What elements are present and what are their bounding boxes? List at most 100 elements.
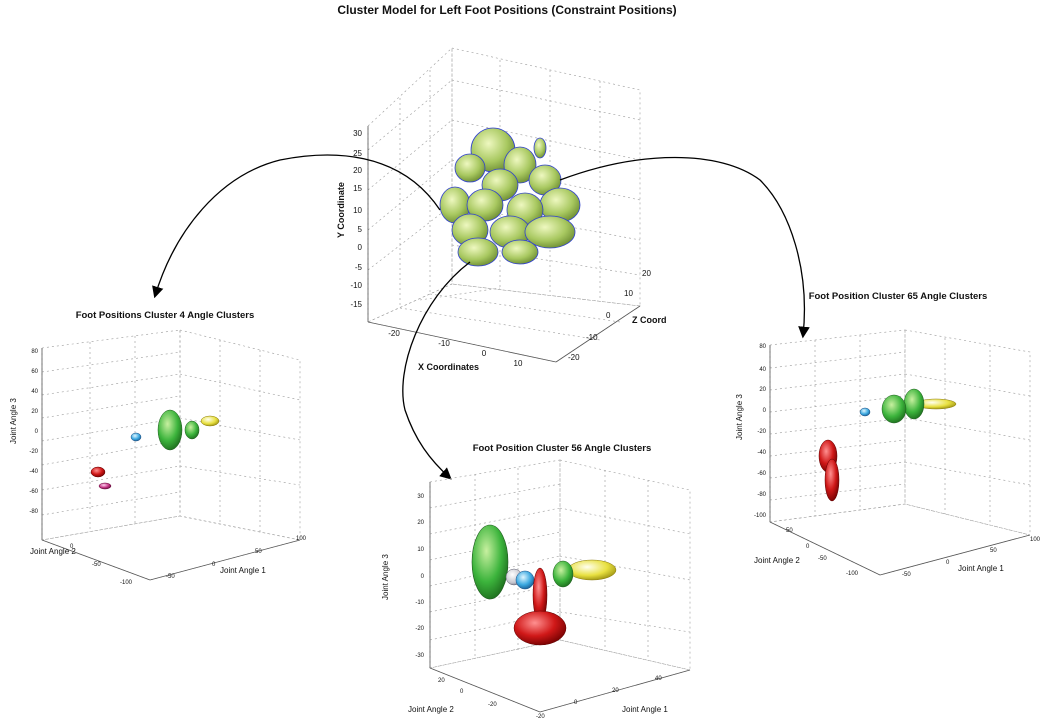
- left-plot: Foot Positions Cluster 4 Angle Clusters: [9, 310, 307, 586]
- center-ztick-0: 0: [606, 311, 611, 320]
- right-ztick-neg80: -80: [757, 492, 766, 498]
- right-ytick-neg50: -50: [818, 556, 827, 562]
- bottom-plot: Foot Position Cluster 56 Angle Clusters: [381, 443, 691, 720]
- right-plot: Foot Position Cluster 65 Angle Clusters: [735, 291, 1041, 578]
- right-ztick-neg40: -40: [757, 450, 766, 456]
- bottom-ytick-20: 20: [438, 678, 445, 684]
- right-xtick-100: 100: [1030, 537, 1041, 543]
- right-x-ticks: 100 50 0 -50: [902, 537, 1041, 578]
- center-ztick-20: 20: [642, 269, 651, 278]
- bottom-y-ticks: 20 0 -20: [438, 678, 497, 708]
- left-plot-title: Foot Positions Cluster 4 Angle Clusters: [76, 310, 255, 321]
- right-ztick-neg100: -100: [754, 513, 767, 519]
- left-xtick-neg50: -50: [166, 574, 175, 580]
- left-ellipsoids: [90, 409, 220, 490]
- bottom-ztick-neg10: -10: [415, 600, 424, 606]
- bottom-plot-title: Foot Position Cluster 56 Angle Clusters: [473, 443, 652, 454]
- left-ztick-80: 80: [31, 349, 38, 355]
- left-z-ticks: 80 60 40 20 0 -20 -40 -60 -80: [29, 349, 38, 515]
- center-xtick-10: 10: [514, 359, 523, 368]
- left-zlabel: Joint Angle 3: [9, 398, 18, 444]
- left-ztick-neg40: -40: [29, 469, 38, 475]
- bottom-xlabel: Joint Angle 1: [622, 705, 668, 714]
- bottom-ylabel: Joint Angle 2: [408, 705, 454, 714]
- left-xtick-50: 50: [255, 549, 262, 555]
- center-ellipsoids: [439, 127, 581, 267]
- right-ztick-40: 40: [759, 367, 766, 373]
- right-xtick-0: 0: [946, 560, 950, 566]
- bottom-z-ticks: 30 20 10 0 -10 -20 -30: [415, 494, 424, 659]
- bottom-ztick-neg30: -30: [415, 653, 424, 659]
- bottom-xtick-neg20: -20: [536, 714, 545, 720]
- arrow-to-left-plot: [152, 154, 441, 299]
- right-ylabel: Joint Angle 2: [754, 556, 800, 565]
- center-xtick-0: 0: [482, 349, 487, 358]
- left-ztick-40: 40: [31, 389, 38, 395]
- left-xlabel: Joint Angle 1: [220, 566, 266, 575]
- center-xlabel: X Coordinates: [418, 362, 479, 372]
- center-ytick-10: 10: [353, 206, 362, 215]
- bottom-xtick-0: 0: [574, 700, 578, 706]
- center-ylabel: Y Coordinate: [336, 182, 346, 238]
- right-y-ticks: 50 0 -50 -100: [786, 528, 859, 577]
- bottom-zlabel: Joint Angle 3: [381, 554, 390, 600]
- left-ztick-neg60: -60: [29, 489, 38, 495]
- left-ztick-0: 0: [35, 429, 39, 435]
- center-ztick-neg10: -10: [586, 333, 598, 342]
- left-xtick-100: 100: [296, 536, 307, 542]
- center-ytick-15: 15: [353, 184, 362, 193]
- left-ztick-60: 60: [31, 369, 38, 375]
- bottom-ztick-20: 20: [417, 520, 424, 526]
- center-xtick-neg20: -20: [388, 329, 400, 338]
- center-ytick-neg10: -10: [350, 281, 362, 290]
- bottom-xtick-40: 40: [655, 676, 662, 682]
- right-plot-grid: [768, 329, 1031, 576]
- bottom-ztick-10: 10: [417, 547, 424, 553]
- left-ztick-neg20: -20: [29, 449, 38, 455]
- right-ytick-50: 50: [786, 528, 793, 534]
- center-ytick-5: 5: [358, 225, 363, 234]
- right-xlabel: Joint Angle 1: [958, 564, 1004, 573]
- right-ztick-20: 20: [759, 387, 766, 393]
- left-y-ticks: 0 -50 -100: [70, 544, 133, 586]
- center-ytick-neg15: -15: [350, 300, 362, 309]
- arrow-to-right-plot: [559, 156, 810, 339]
- center-plot: Y Coordinate X Coordinates Z Coord 30 25…: [336, 47, 667, 372]
- center-ytick-0: 0: [358, 243, 363, 252]
- right-ellipsoids: [818, 388, 957, 502]
- left-ztick-20: 20: [31, 409, 38, 415]
- bottom-xtick-20: 20: [612, 688, 619, 694]
- center-y-ticks: 30 25 20 15 10 5 0 -5 -10 -15: [350, 129, 362, 309]
- bottom-ztick-neg20: -20: [415, 626, 424, 632]
- bottom-ellipsoids: [471, 524, 617, 646]
- bottom-ztick-0: 0: [421, 574, 425, 580]
- center-z-ticks: 20 10 0 -10 -20: [568, 269, 651, 362]
- right-ztick-neg60: -60: [757, 471, 766, 477]
- left-ytick-0: 0: [70, 544, 74, 550]
- bottom-x-ticks: 40 20 0 -20: [536, 676, 662, 720]
- right-ztick-80: 80: [759, 344, 766, 350]
- bottom-ytick-0: 0: [460, 689, 464, 695]
- right-ztick-neg20: -20: [757, 429, 766, 435]
- left-ytick-neg100: -100: [120, 580, 133, 586]
- figure-title: Cluster Model for Left Foot Positions (C…: [337, 3, 676, 17]
- bottom-ztick-30: 30: [417, 494, 424, 500]
- right-plot-title: Foot Position Cluster 65 Angle Clusters: [809, 291, 988, 302]
- center-x-ticks: -20 -10 0 10: [388, 329, 523, 368]
- center-ytick-30: 30: [353, 129, 362, 138]
- center-ztick-10: 10: [624, 289, 633, 298]
- left-ylabel: Joint Angle 2: [30, 547, 76, 556]
- arrow-to-bottom-plot: [402, 261, 471, 480]
- right-xtick-50: 50: [990, 548, 997, 554]
- left-x-ticks: 100 50 0 -50: [166, 536, 307, 580]
- center-ytick-20: 20: [353, 166, 362, 175]
- center-ytick-neg5: -5: [355, 263, 363, 272]
- left-ytick-neg50: -50: [92, 562, 101, 568]
- center-ytick-25: 25: [353, 149, 362, 158]
- left-ztick-neg80: -80: [29, 509, 38, 515]
- right-ytick-0: 0: [806, 544, 810, 550]
- center-ztick-neg20: -20: [568, 353, 580, 362]
- right-ytick-neg100: -100: [846, 571, 859, 577]
- center-xtick-neg10: -10: [438, 339, 450, 348]
- left-xtick-0: 0: [212, 562, 216, 568]
